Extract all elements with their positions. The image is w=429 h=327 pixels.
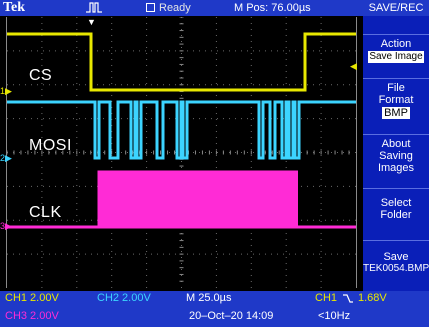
- clk-waveform: [7, 170, 356, 229]
- ch1-marker[interactable]: 1▶: [0, 86, 12, 96]
- waveform-display[interactable]: CS MOSI CLK: [6, 17, 357, 288]
- ch2-scale: CH2 2.00V: [97, 292, 151, 304]
- falling-edge-icon: [342, 292, 354, 308]
- file-format-menu-button[interactable]: File Format BMP: [363, 78, 429, 134]
- action-value: Save Image: [368, 51, 424, 63]
- cs-channel-label: CS: [29, 67, 53, 84]
- timebase: M 25.0µs: [186, 292, 232, 304]
- cs-waveform: [7, 32, 356, 92]
- side-menu: SAVE/REC Action Save Image File Format B…: [363, 0, 429, 291]
- trigger-level: 1.68V: [358, 292, 387, 304]
- clk-channel-label: CLK: [29, 204, 62, 221]
- trigger-source: CH1: [315, 292, 338, 304]
- trigger-frequency: <10Hz: [318, 310, 351, 322]
- about-saving-images-button[interactable]: About Saving Images: [363, 134, 429, 188]
- waveforms: [7, 32, 356, 229]
- select-folder-button[interactable]: Select Folder: [363, 188, 429, 240]
- trigger-level-arrow-icon[interactable]: ◀: [350, 61, 357, 71]
- horizontal-position: M Pos: 76.00µs: [234, 2, 311, 14]
- datetime: 20–Oct–20 14:09: [189, 310, 274, 322]
- save-filename: TEK0054.BMP: [363, 263, 429, 274]
- top-status-bar: Tek Ready M Pos: 76.00µs: [0, 0, 363, 16]
- ch1-scale: CH1 2.00V: [5, 292, 59, 304]
- bottom-status-bar: CH1 2.00V CH2 2.00V CH3 2.00V M 25.0µs 2…: [0, 291, 429, 327]
- pulse-icon: [86, 0, 102, 14]
- acquisition-state: Ready: [159, 2, 191, 14]
- file-format-value: BMP: [382, 107, 410, 119]
- stop-square-icon: [146, 3, 155, 12]
- ch2-marker[interactable]: 2▶: [0, 153, 12, 163]
- mosi-waveform: [7, 100, 356, 160]
- brand-logo: Tek: [3, 0, 26, 15]
- trigger-arrow-icon[interactable]: ▼: [87, 17, 96, 27]
- action-menu-button[interactable]: Action Save Image: [363, 34, 429, 78]
- mosi-channel-label: MOSI: [29, 137, 72, 154]
- ch3-scale: CH3 2.00V: [5, 310, 59, 322]
- menu-title: SAVE/REC: [363, 0, 429, 16]
- ch3-marker[interactable]: 3▶: [0, 221, 12, 231]
- save-button[interactable]: Save TEK0054.BMP: [363, 240, 429, 291]
